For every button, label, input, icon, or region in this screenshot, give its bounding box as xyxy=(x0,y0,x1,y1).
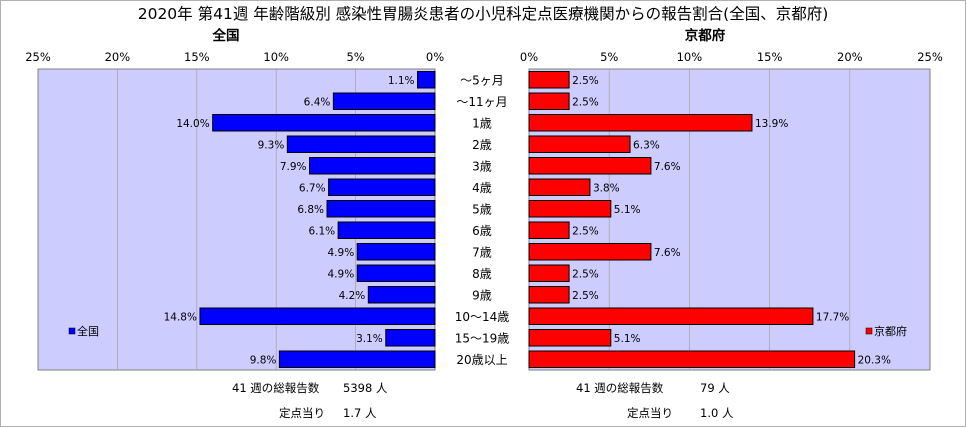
bar-national xyxy=(332,92,436,110)
x-tick-label-left: 10% xyxy=(263,50,289,64)
x-tick-label-right: 10% xyxy=(677,50,703,64)
category-label: ～11ヶ月 xyxy=(456,95,507,109)
bar-national xyxy=(286,135,436,153)
bar-kyoto xyxy=(528,286,570,304)
category-label: 9歳 xyxy=(472,288,492,302)
data-label-kyoto: 3.8% xyxy=(593,182,620,194)
data-label-kyoto: 2.5% xyxy=(572,96,599,108)
data-label-national: 6.7% xyxy=(299,182,326,194)
data-label-national: 4.9% xyxy=(328,247,355,259)
bar-kyoto xyxy=(528,307,814,325)
x-tick-label-right: 15% xyxy=(757,50,783,64)
data-label-kyoto: 2.5% xyxy=(572,290,599,302)
bar-national xyxy=(199,307,436,325)
category-label: 3歳 xyxy=(472,159,492,173)
bar-national xyxy=(367,286,436,304)
x-tick-label-right: 20% xyxy=(837,50,863,64)
bar-kyoto xyxy=(528,178,591,196)
data-label-kyoto: 17.7% xyxy=(816,311,849,323)
x-tick-label-left: 5% xyxy=(346,50,364,64)
bar-kyoto xyxy=(528,71,570,89)
data-label-national: 1.1% xyxy=(388,75,415,87)
left-total-reports-label: 41 週の総報告数 xyxy=(232,381,320,395)
bar-kyoto xyxy=(528,329,612,347)
category-label: 1歳 xyxy=(472,116,492,130)
data-label-national: 3.1% xyxy=(356,333,383,345)
bar-kyoto xyxy=(528,157,652,175)
right-total-reports-label: 41 週の総報告数 xyxy=(576,381,664,395)
bar-kyoto xyxy=(528,243,652,261)
x-tick-label-left: 20% xyxy=(105,50,131,64)
x-tick-label-right: 25% xyxy=(917,50,943,64)
bar-national xyxy=(212,114,436,132)
data-label-national: 14.8% xyxy=(164,311,197,323)
data-label-kyoto: 7.6% xyxy=(654,247,681,259)
data-label-national: 14.0% xyxy=(176,118,209,130)
bar-national xyxy=(337,221,436,239)
data-label-kyoto: 6.3% xyxy=(633,139,660,151)
bar-national xyxy=(278,350,436,368)
right-total-reports-value: 79 人 xyxy=(700,381,730,395)
bar-national xyxy=(356,264,436,282)
data-label-kyoto: 5.1% xyxy=(614,204,641,216)
bar-national xyxy=(417,71,436,89)
bar-national xyxy=(328,178,436,196)
bar-kyoto xyxy=(528,264,570,282)
x-tick-label-right: 5% xyxy=(600,50,618,64)
data-label-kyoto: 2.5% xyxy=(572,75,599,87)
data-label-kyoto: 13.9% xyxy=(755,118,788,130)
bar-kyoto xyxy=(528,92,570,110)
bar-kyoto xyxy=(528,221,570,239)
bar-kyoto xyxy=(528,200,612,218)
data-label-kyoto: 7.6% xyxy=(654,161,681,173)
data-label-national: 6.1% xyxy=(308,225,335,237)
data-label-national: 9.3% xyxy=(258,139,285,151)
data-label-kyoto: 5.1% xyxy=(614,333,641,345)
data-label-kyoto: 2.5% xyxy=(572,268,599,280)
right-per-site-label: 定点当り xyxy=(627,406,673,420)
category-label: 10～14歳 xyxy=(455,310,510,324)
category-label: 20歳以上 xyxy=(456,353,507,367)
bar-kyoto xyxy=(528,135,631,153)
data-label-kyoto: 20.3% xyxy=(858,354,891,366)
bar-national xyxy=(309,157,436,175)
category-label: 2歳 xyxy=(472,138,492,152)
legend-swatch-kyoto xyxy=(865,327,873,335)
bar-national xyxy=(326,200,436,218)
x-tick-label-right: 0% xyxy=(520,50,538,64)
left-total-reports-value: 5398 人 xyxy=(343,381,388,395)
data-label-national: 4.9% xyxy=(328,268,355,280)
legend-label-kyoto: 京都府 xyxy=(874,324,907,338)
data-label-national: 6.8% xyxy=(297,204,324,216)
category-label: 5歳 xyxy=(472,202,492,216)
data-label-national: 6.4% xyxy=(304,96,331,108)
legend-label-national: 全国 xyxy=(77,324,99,338)
data-label-kyoto: 2.5% xyxy=(572,225,599,237)
x-tick-label-left: 15% xyxy=(184,50,210,64)
data-label-national: 9.8% xyxy=(250,354,277,366)
right-panel-title: 京都府 xyxy=(685,27,726,44)
right-per-site-value: 1.0 人 xyxy=(700,406,734,420)
bar-kyoto xyxy=(528,350,856,368)
bar-national xyxy=(385,329,436,347)
category-label: 6歳 xyxy=(472,224,492,238)
left-per-site-value: 1.7 人 xyxy=(343,406,377,420)
bar-national xyxy=(356,243,436,261)
category-label: 15～19歳 xyxy=(455,331,510,345)
category-label: ～5ヶ月 xyxy=(460,73,504,87)
left-per-site-label: 定点当り xyxy=(279,406,325,420)
x-tick-label-left: 0% xyxy=(426,50,444,64)
category-label: 4歳 xyxy=(472,181,492,195)
left-panel-title: 全国 xyxy=(212,27,240,44)
category-label: 8歳 xyxy=(472,267,492,281)
data-label-national: 7.9% xyxy=(280,161,307,173)
chart-title: 2020年 第41週 年齢階級別 感染性胃腸炎患者の小児科定点医療機関からの報告… xyxy=(138,5,829,23)
data-label-national: 4.2% xyxy=(339,290,366,302)
bar-kyoto xyxy=(528,114,753,132)
legend-swatch-national xyxy=(68,327,76,335)
category-label: 7歳 xyxy=(472,245,492,259)
x-tick-label-left: 25% xyxy=(25,50,51,64)
